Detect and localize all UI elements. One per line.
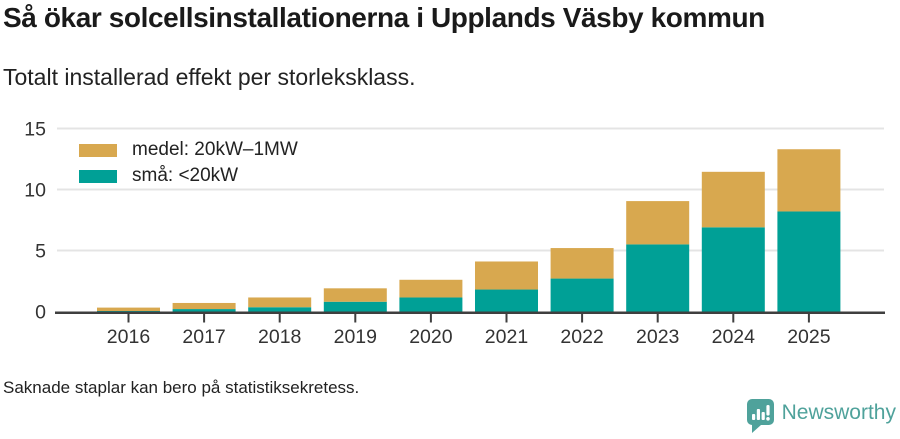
svg-text:2025: 2025 — [787, 326, 831, 348]
chart-legend: medel: 20kW–1MW små: <20kW — [79, 139, 298, 186]
newsworthy-logo-icon — [746, 399, 774, 433]
legend-item-sma: små: <20kW — [79, 165, 298, 186]
svg-text:2018: 2018 — [258, 326, 301, 348]
legend-label-sma: små: <20kW — [132, 165, 239, 186]
svg-text:2020: 2020 — [409, 326, 453, 348]
svg-text:2022: 2022 — [560, 326, 603, 348]
newsworthy-logo: Newsworthy — [745, 398, 896, 434]
svg-text:2021: 2021 — [485, 326, 528, 348]
svg-text:2016: 2016 — [107, 326, 150, 348]
svg-text:2023: 2023 — [636, 326, 679, 348]
stacked-bar-chart: 2016 2017 2018 2019 2020 2021 2022 2023 2024 2025… — [24, 119, 885, 348]
legend-item-medel: medel: 20kW–1MW — [79, 139, 298, 160]
legend-label-medel: medel: 20kW–1MW — [132, 139, 298, 160]
svg-text:2024: 2024 — [712, 326, 756, 348]
svg-text:10: 10 — [24, 180, 46, 202]
svg-text:2019: 2019 — [334, 326, 377, 348]
svg-text:2017: 2017 — [182, 326, 225, 348]
svg-text:0: 0 — [35, 302, 46, 324]
legend-swatch-sma — [79, 169, 117, 183]
svg-text:5: 5 — [35, 241, 46, 263]
footnote: Saknade staplar kan bero på statistiksek… — [3, 378, 360, 397]
chart-title: Så ökar solcellsinstallationerna i Uppla… — [3, 2, 765, 33]
svg-text:15: 15 — [24, 119, 46, 141]
newsworthy-logo-text: Newsworthy — [781, 401, 896, 424]
chart-subtitle: Totalt installerad effekt per storlekskl… — [3, 64, 416, 90]
legend-swatch-medel — [79, 143, 117, 157]
